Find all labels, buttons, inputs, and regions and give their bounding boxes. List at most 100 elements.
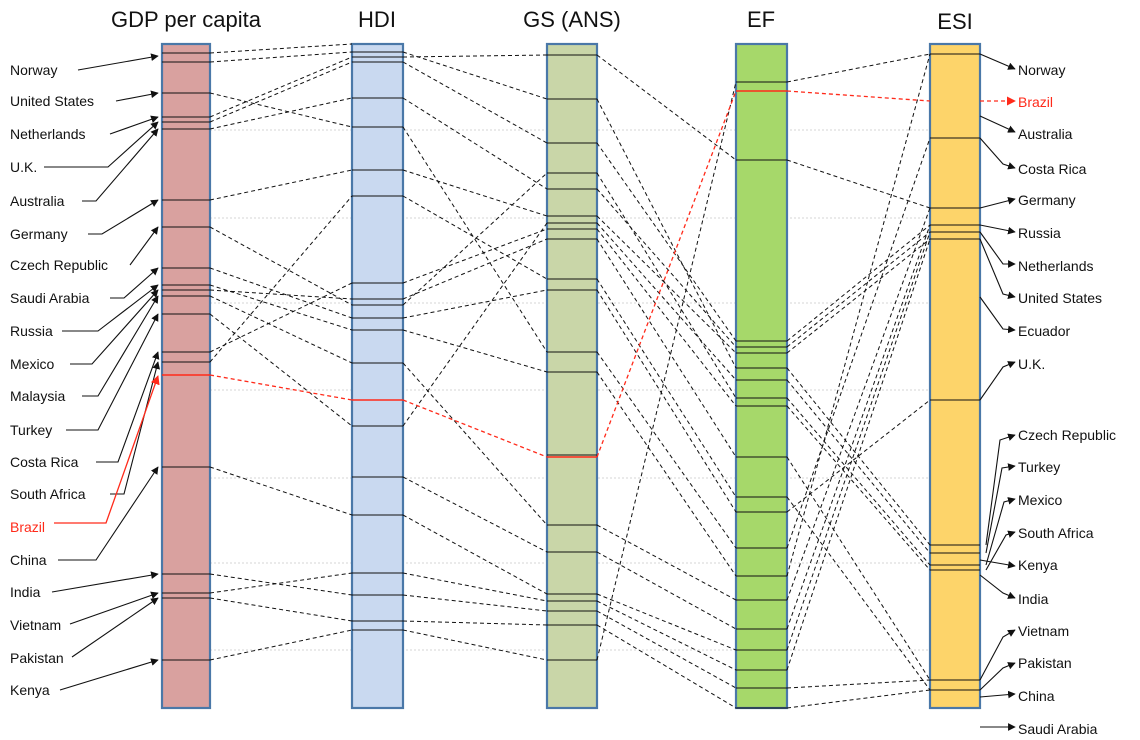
left-arrow-12 [96,351,160,463]
connector-ef-esi-6 [786,379,931,554]
column-bars [160,42,982,710]
highlight-connector-0 [209,374,353,401]
left-label-malaysia: Malaysia [10,388,65,404]
connector-gs-ef-1 [596,98,737,369]
right-label-germany: Germany [1018,192,1076,208]
connector-gs-ef-0 [596,54,737,161]
connector-gs-ef-12 [596,371,737,577]
connector-gdp-hdi-14 [209,195,353,363]
connector-ef-esi-8 [786,405,931,571]
left-arrow-16 [51,571,159,593]
connector-gdp-hdi-3 [209,56,353,118]
right-arrow-5 [979,224,1016,235]
connector-gs-ef-17 [596,610,737,689]
connector-gdp-hdi-4 [209,61,353,123]
connector-ef-esi-3 [786,231,931,348]
left-arrow-2 [109,115,159,135]
connector-gdp-hdi-2 [209,92,353,128]
column-bar-gdp [160,42,212,710]
column-title-ef: EF [747,7,775,32]
connector-hdi-gs-0 [402,51,548,100]
connector-gs-ef-13 [596,524,737,601]
left-arrow-14 [54,375,160,524]
connector-gs-ef-16 [596,600,737,671]
connector-gdp-hdi-6 [209,169,353,201]
highlight-connector-2 [596,90,737,458]
left-label-saudi-arabia: Saudi Arabia [10,290,90,306]
left-label-czech-republic: Czech Republic [10,257,108,273]
column-title-hdi: HDI [358,7,396,32]
column-title-esi: ESI [937,9,972,34]
connector-ef-esi-13 [786,53,931,577]
connector-gs-ef-9 [596,278,737,498]
left-label-vietnam: Vietnam [10,617,61,633]
connector-ef-esi-4 [786,238,931,354]
connector-gdp-hdi-0 [209,43,353,54]
left-arrow-3 [44,121,159,168]
connector-gs-ef-2 [596,142,737,342]
left-arrow-17 [69,591,159,625]
connector-hdi-gs-1 [402,54,548,58]
right-label-ecuador: Ecuador [1018,323,1070,339]
connector-hdi-gs-7 [402,228,548,284]
right-label-united-states: United States [1018,290,1102,306]
left-label-russia: Russia [10,323,53,339]
highlight-connector-3 [786,90,931,102]
connector-hdi-gs-15 [402,514,548,595]
highlight-connector-1 [402,399,548,458]
connector-hdi-gs-11 [402,329,548,373]
connector-ef-esi-9 [786,456,931,681]
right-arrow-8 [979,296,1016,334]
left-label-united-states: United States [10,93,94,109]
connector-gdp-hdi-1 [209,51,353,63]
left-label-brazil: Brazil [10,519,45,535]
connector-ef-esi-16 [786,231,931,651]
connector-lines [162,43,931,709]
connector-ef-esi-12 [786,137,931,549]
left-arrow-6 [129,226,159,266]
connector-ef-esi-18 [786,679,931,689]
left-label-uk: U.K. [10,159,37,175]
left-arrow-15 [58,466,159,561]
connector-ef-esi-7 [786,397,931,566]
left-label-pakistan: Pakistan [10,650,64,666]
connector-hdi-gs-5 [402,169,548,217]
left-arrow-11 [66,313,159,431]
connector-gs-ef-15 [596,593,737,651]
left-arrow-5 [88,199,159,235]
right-arrow-9 [979,361,1016,401]
connector-hdi-gs-10 [402,289,548,319]
connector-ef-esi-2 [786,224,931,342]
column-bar-hdi [350,42,405,710]
connector-hdi-gs-17 [402,594,548,612]
left-label-australia: Australia [10,193,65,209]
right-arrow-6 [979,231,1016,268]
left-label-netherlands: Netherlands [10,126,86,142]
right-label-mexico: Mexico [1018,492,1063,508]
right-label-saudi-arabia: Saudi Arabia [1018,721,1098,737]
right-label-china: China [1018,688,1055,704]
connector-gdp-hdi-13 [209,282,353,353]
connector-hdi-gs-4 [402,126,548,353]
connector-ef-esi-17 [786,238,931,671]
left-label-kenya: Kenya [10,682,50,698]
right-arrow-12 [985,497,1016,566]
left-label-turkey: Turkey [10,422,52,438]
connector-hdi-gs-19 [402,629,548,661]
connector-hdi-gs-12 [402,362,548,526]
column-title-gs: GS (ANS) [523,7,621,32]
right-arrow-18 [979,690,1016,699]
left-arrow-18 [71,597,159,658]
connector-ef-esi-11 [786,399,931,513]
connector-ef-esi-0 [786,53,931,83]
right-arrow-14 [979,559,1016,569]
right-arrow-0 [979,53,1016,70]
right-label-pakistan: Pakistan [1018,655,1072,671]
right-arrow-3 [979,137,1016,170]
right-arrow-11 [985,463,1016,554]
connector-hdi-gs-6 [402,195,548,280]
connector-gs-ef-19 [596,81,737,661]
right-arrow-2 [979,115,1016,133]
connector-gs-ef-14 [596,551,737,630]
